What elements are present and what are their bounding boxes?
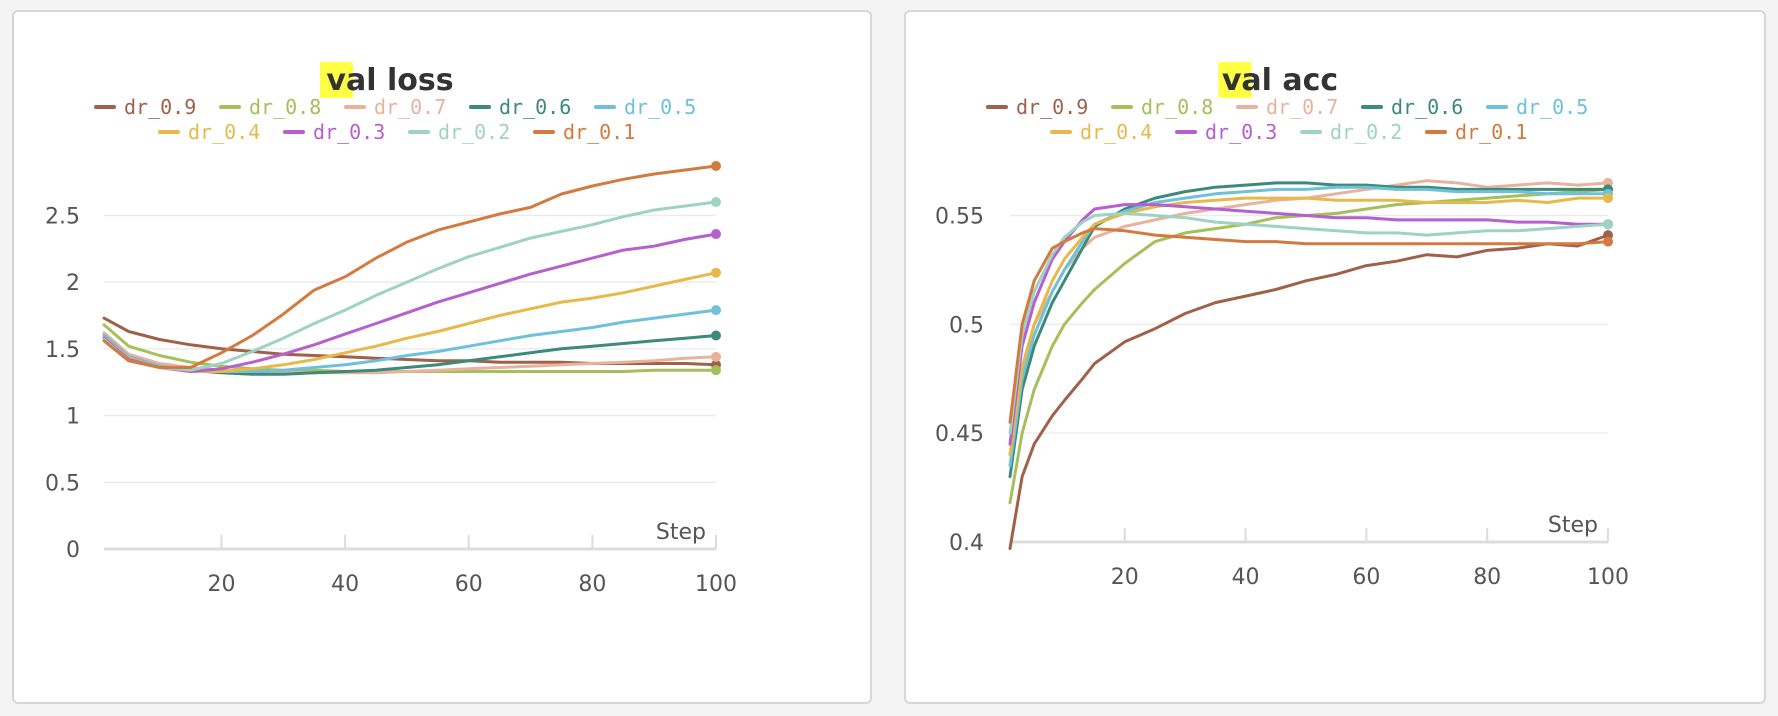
legend-label: dr_0.9: [1016, 95, 1088, 119]
val-loss-panel: val loss dr_0.9 dr_0.8 dr_0.7 dr_0.6 dr_0.5 dr…: [12, 10, 872, 704]
legend-label: dr_0.1: [563, 120, 635, 144]
series-end-point-dr_0.1: [1603, 236, 1613, 247]
chart-title: val acc: [1222, 63, 1338, 98]
legend-label: dr_0.2: [438, 120, 510, 144]
legend-label: dr_0.6: [499, 95, 571, 119]
y-tick-label: 2: [66, 271, 80, 296]
series-end-point-dr_0.4: [1603, 193, 1613, 204]
x-tick-label: 100: [1587, 565, 1629, 590]
title-rest-part: l acc: [1262, 63, 1339, 98]
x-tick-label: 80: [578, 572, 606, 597]
legend-label: dr_0.2: [1330, 120, 1402, 144]
legend-label: dr_0.1: [1455, 120, 1527, 144]
series-end-point-dr_0.2: [711, 197, 721, 208]
legend-label: dr_0.9: [124, 95, 196, 119]
chart-title: val loss: [326, 63, 453, 98]
y-tick-label: 0.5: [949, 313, 984, 338]
legend-label: dr_0.5: [624, 95, 696, 119]
y-tick-label: 1: [66, 405, 80, 430]
val-acc-panel: val acc dr_0.9 dr_0.8 dr_0.7 dr_0.6 dr_0.5 dr_…: [904, 10, 1766, 704]
series-line-dr_0.3: [1008, 203, 1610, 446]
series-end-point-dr_0.1: [711, 161, 721, 172]
series-end-point-dr_0.2: [1603, 219, 1613, 230]
series-line-dr_0.1: [1008, 227, 1610, 424]
legend-label: dr_0.4: [188, 120, 260, 144]
title-highlight-part: va: [1222, 63, 1262, 98]
series-line-dr_0.3: [102, 232, 718, 373]
x-axis-title: Step: [656, 520, 706, 545]
series-end-point-dr_0.7: [711, 351, 721, 362]
x-tick-label: 40: [331, 572, 359, 597]
series-line-dr_0.2: [102, 200, 718, 372]
series-line-dr_0.6: [1008, 181, 1610, 479]
x-tick-label: 80: [1473, 565, 1501, 590]
series-line-dr_0.4: [1008, 196, 1610, 457]
title-highlight-box: [1218, 62, 1252, 98]
series-line-dr_0.8: [1008, 187, 1610, 505]
legend-label: dr_0.7: [374, 95, 446, 119]
series-line-dr_0.9: [102, 316, 718, 367]
title-highlight-box: [320, 62, 353, 98]
legend-label: dr_0.3: [1205, 120, 1277, 144]
legend-label: dr_0.8: [249, 95, 321, 119]
title-rest-part: l loss: [366, 63, 453, 98]
x-axis-title: Step: [1548, 513, 1598, 538]
legend-label: dr_0.8: [1141, 95, 1213, 119]
y-tick-label: 0: [66, 538, 80, 563]
title-highlight-part: va: [326, 63, 366, 98]
series-end-point-dr_0.5: [711, 305, 721, 316]
x-tick-label: 40: [1232, 565, 1260, 590]
legend-label: dr_0.3: [313, 120, 385, 144]
y-tick-label: 0.5: [45, 471, 80, 496]
legend-label: dr_0.6: [1391, 95, 1463, 119]
x-tick-label: 20: [207, 572, 235, 597]
series-end-point-dr_0.4: [711, 267, 721, 278]
series-end-point-dr_0.6: [711, 330, 721, 341]
y-tick-label: 0.45: [935, 422, 984, 447]
legend-label: dr_0.4: [1080, 120, 1152, 144]
legend-label: dr_0.7: [1266, 95, 1338, 119]
y-tick-label: 0.55: [935, 205, 984, 230]
y-tick-label: 1.5: [45, 338, 80, 363]
legend-label: dr_0.5: [1516, 95, 1588, 119]
series-line-dr_0.1: [102, 164, 718, 369]
y-tick-label: 2.5: [45, 204, 80, 229]
x-tick-label: 100: [695, 572, 737, 597]
series-end-point-dr_0.8: [711, 365, 721, 376]
x-tick-label: 60: [455, 572, 483, 597]
x-tick-label: 60: [1352, 565, 1380, 590]
series-line-dr_0.9: [1008, 233, 1610, 550]
series-end-point-dr_0.3: [711, 229, 721, 240]
x-tick-label: 20: [1111, 565, 1139, 590]
series-line-dr_0.5: [1008, 185, 1610, 468]
series-line-dr_0.2: [1008, 211, 1610, 435]
y-tick-label: 0.4: [949, 531, 984, 556]
